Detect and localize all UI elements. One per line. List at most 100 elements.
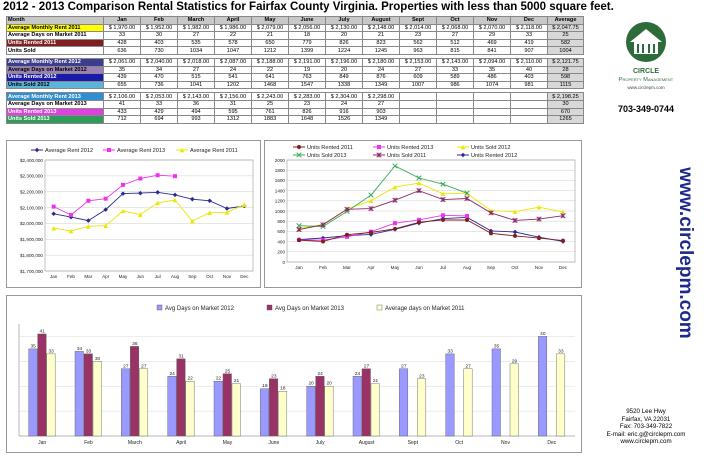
average-cell: 25 (547, 31, 584, 40)
series-units-rented-2012 (296, 215, 566, 244)
legend-marker (376, 152, 382, 158)
table-row: Average Monthly Rent 2013 $ 2,106.00 $ 2,0… (6, 92, 584, 101)
x-tick-label: Aug (171, 274, 180, 279)
bar-value-label: 27 (401, 363, 407, 369)
data-point (207, 210, 212, 215)
data-point (561, 238, 565, 243)
data-point (320, 222, 326, 228)
table-cell: $ 2,056.00 (288, 23, 326, 33)
table-cell: $ 2,087.00 (214, 57, 252, 67)
y-tick-label: 1000 (275, 209, 286, 214)
table-cell: 1007 (399, 80, 437, 90)
table-cell: $ 2,070.00 (473, 23, 511, 33)
data-point (138, 212, 143, 217)
row-label: Average Monthly Rent 2013 (6, 92, 104, 101)
table-cell: $ 2,106.00 (103, 92, 141, 101)
bar-value-label: 27 (364, 363, 370, 369)
x-tick-label: Oct (455, 440, 463, 446)
table-cell: 636 (103, 46, 141, 55)
table-cell: $ 2,040.00 (140, 57, 178, 67)
data-point (51, 225, 56, 231)
table-cell: 1338 (325, 80, 363, 90)
legend-label: Units Sold 2013 (307, 153, 347, 159)
bar-value-label: 19 (262, 383, 268, 389)
series-line (298, 214, 468, 241)
side-website-text[interactable]: www.circlepm.com (675, 166, 696, 338)
bar (556, 353, 566, 437)
bar (361, 368, 371, 437)
table-cell: 655 (103, 80, 141, 90)
x-tick-label: August (359, 440, 375, 446)
table-cell: $ 2,061.00 (103, 57, 141, 67)
bar (74, 351, 84, 437)
table-cell: 736 (140, 80, 178, 90)
bar (463, 368, 473, 437)
table-cell: 609 (399, 73, 437, 82)
table-cell (436, 92, 474, 101)
bar-value-label: 33 (558, 348, 564, 354)
table-cell: 31 (214, 99, 252, 109)
bar-value-label: 23 (271, 373, 277, 379)
data-point (224, 210, 230, 215)
bar-value-label: 27 (465, 363, 471, 369)
address-email[interactable]: E-mail: eric.g@circlepm.com (606, 430, 686, 438)
table-cell: 562 (399, 38, 437, 48)
legend-label: Avg Days on Market 2013 (275, 306, 345, 312)
bar (185, 381, 195, 437)
address-website[interactable]: www.circlepm.com (620, 438, 672, 446)
table-row: Average Monthly Rent 2011 $ 1,970.00 $ 1,9… (6, 23, 584, 33)
x-tick-label: Aug (463, 265, 472, 270)
data-point (417, 220, 421, 225)
legend-label: Average Rent 2012 (45, 148, 93, 154)
x-tick-label: Jun (137, 274, 145, 279)
table-cell: 730 (140, 46, 178, 55)
side-website[interactable]: www.circlepm.com (672, 140, 698, 366)
x-tick-label: Jan (295, 265, 303, 270)
data-point (464, 190, 470, 196)
legend-label: Units Rented 2011 (307, 145, 353, 151)
x-tick-label: Sep (487, 265, 496, 270)
table-cell: 35 (473, 65, 511, 75)
legend-marker (296, 152, 302, 158)
data-point (103, 196, 108, 201)
bar (231, 383, 241, 437)
table-cell: $ 2,130.00 (325, 23, 363, 33)
average-cell: 1115 (547, 80, 584, 90)
data-point (513, 233, 517, 238)
bar (352, 376, 362, 437)
header-cell-month: Month (6, 16, 104, 25)
table-cell: 826 (325, 38, 363, 48)
bar (28, 348, 38, 437)
table-row: Average Days on Market 2012 35 34 27 24 22 19 2… (6, 65, 584, 75)
y-tick-label: 1200 (275, 199, 286, 204)
table-cell: 25 (251, 99, 289, 109)
data-point (393, 221, 397, 226)
y-tick-label: 1800 (275, 168, 286, 173)
table-cell: 1468 (251, 80, 289, 90)
data-point (392, 163, 398, 169)
table-cell: 1883 (251, 115, 289, 124)
table-cell: 21 (362, 31, 400, 40)
data-point (69, 213, 73, 218)
table-cell: 22 (214, 31, 252, 40)
x-tick-label: Feb (67, 274, 75, 279)
table-cell: $ 2,188.00 (251, 57, 289, 67)
data-point (560, 213, 566, 219)
series-average-rent-2013 (51, 173, 177, 218)
x-tick-label: May (119, 274, 128, 279)
table-cell: $ 2,143.00 (436, 57, 474, 67)
data-point (51, 204, 56, 209)
data-point (489, 231, 493, 236)
row-label: Average Monthly Rent 2012 (6, 57, 104, 67)
table-cell: 27 (399, 65, 437, 75)
table-cell: 1041 (177, 80, 215, 90)
series-average-rent-2011 (51, 197, 247, 234)
y-tick-label: 0 (282, 260, 285, 265)
table-cell (510, 99, 548, 109)
header-cell: August (362, 16, 400, 25)
table-cell: 694 (140, 115, 178, 124)
data-point (440, 196, 446, 203)
table-cell: $ 2,143.00 (177, 92, 215, 101)
table-cell: 33 (103, 31, 141, 40)
legend-label: Units Rented 2012 (471, 153, 517, 159)
